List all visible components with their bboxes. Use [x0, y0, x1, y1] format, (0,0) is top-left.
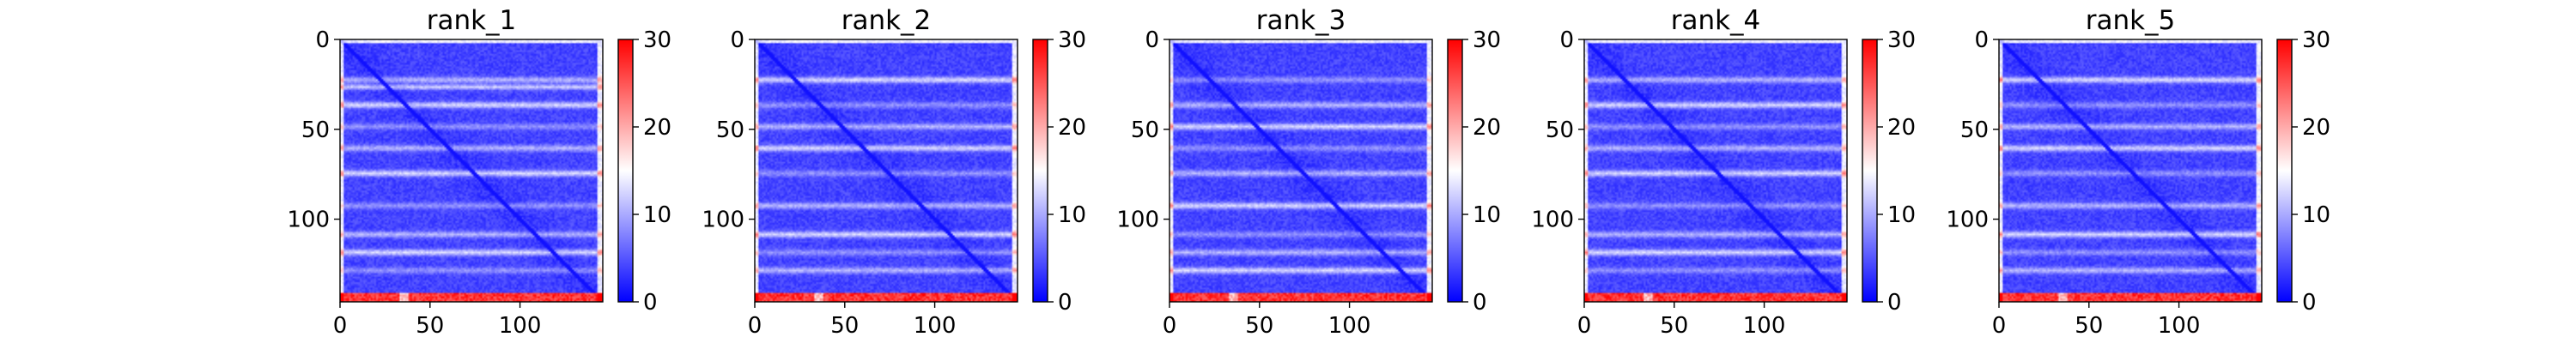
colorbar-tick-label: 30	[1473, 27, 1501, 53]
colorbar-tick-label: 10	[1473, 202, 1501, 228]
axes-frame	[1583, 39, 1848, 303]
y-tick-label: 50	[301, 117, 330, 143]
colorbar-tick-label: 20	[1887, 115, 1916, 141]
y-tick-label: 50	[1131, 117, 1159, 143]
y-tick-label: 50	[1960, 117, 1989, 143]
colorbar-tick-label: 0	[1887, 290, 1902, 316]
heatmap-image	[1999, 39, 2262, 302]
panel-title: rank_4	[1671, 5, 1761, 36]
y-tick-label: 100	[1116, 208, 1159, 233]
axes-frame	[1169, 39, 1433, 303]
colorbar	[618, 39, 633, 302]
colorbar-tick-label: 10	[1058, 202, 1086, 228]
colorbar-tick-label: 20	[1058, 115, 1086, 141]
axes-frame	[339, 39, 604, 303]
colorbar-frame	[1862, 39, 1878, 303]
x-tick-label: 100	[1328, 313, 1371, 339]
heatmap-image	[755, 39, 1018, 302]
heatmap-panel: rank_4 0 50 100 0 50 100 0 10 20 30	[1531, 5, 1916, 339]
colorbar-tick-label: 20	[1473, 115, 1501, 141]
x-tick-label: 100	[2158, 313, 2201, 339]
colorbar-frame	[617, 39, 634, 303]
axes-frame	[1998, 39, 2263, 303]
heatmap-image	[1170, 39, 1432, 302]
colorbar-frame	[1032, 39, 1048, 303]
colorbar-tick-label: 30	[2302, 27, 2330, 53]
colorbar-tick-label: 0	[2302, 290, 2317, 316]
heatmap-panel: rank_3 0 50 100 0 50 100 0 10 20 30	[1116, 5, 1501, 339]
x-tick-label: 100	[1743, 313, 1786, 339]
y-tick-label: 100	[702, 208, 744, 233]
heatmap-image	[1584, 39, 1847, 302]
colorbar-tick-label: 0	[1058, 290, 1072, 316]
panel-title: rank_3	[1256, 5, 1346, 36]
x-tick-label: 0	[333, 313, 348, 339]
y-tick-label: 0	[730, 27, 744, 53]
x-tick-label: 100	[499, 313, 542, 339]
heatmap-panel: rank_2 0 50 100 0 50 100 0 10 20 30	[702, 5, 1086, 339]
panel-title: rank_5	[2086, 5, 2176, 36]
x-tick-label: 0	[1163, 313, 1177, 339]
colorbar	[2277, 39, 2292, 302]
heatmap-panel: rank_5 0 50 100 0 50 100 0 10 20 30	[1946, 5, 2330, 339]
x-tick-label: 50	[416, 313, 444, 339]
colorbar-tick-label: 0	[643, 290, 658, 316]
axes-frame	[754, 39, 1018, 303]
x-tick-label: 50	[830, 313, 859, 339]
colorbar-tick-label: 0	[1473, 290, 1487, 316]
colorbar	[1862, 39, 1877, 302]
colorbar-frame	[1447, 39, 1463, 303]
x-tick-label: 100	[914, 313, 957, 339]
x-tick-label: 50	[1660, 313, 1688, 339]
y-tick-label: 0	[1559, 27, 1574, 53]
colorbar	[1033, 39, 1048, 302]
y-tick-label: 0	[1145, 27, 1159, 53]
x-tick-label: 0	[1992, 313, 2007, 339]
colorbar-frame	[2276, 39, 2293, 303]
heatmap-image	[340, 39, 603, 302]
colorbar	[1448, 39, 1462, 302]
colorbar-tick-label: 20	[2302, 115, 2330, 141]
x-tick-label: 0	[748, 313, 762, 339]
panel-title: rank_1	[427, 5, 517, 36]
colorbar-tick-label: 30	[643, 27, 671, 53]
y-tick-label: 100	[1531, 208, 1574, 233]
y-tick-label: 100	[1946, 208, 1989, 233]
panel-title: rank_2	[841, 5, 932, 36]
y-tick-label: 0	[1974, 27, 1989, 53]
heatmap-panel: rank_1 0 50 100 0 50 100 0 10 20 30	[287, 5, 671, 339]
colorbar-tick-label: 30	[1058, 27, 1086, 53]
x-tick-label: 0	[1577, 313, 1592, 339]
y-tick-label: 50	[716, 117, 744, 143]
colorbar-tick-label: 10	[643, 202, 671, 228]
y-tick-label: 100	[287, 208, 330, 233]
colorbar-tick-label: 10	[1887, 202, 1916, 228]
x-tick-label: 50	[2075, 313, 2103, 339]
colorbar-tick-label: 10	[2302, 202, 2330, 228]
y-tick-label: 0	[315, 27, 330, 53]
colorbar-tick-label: 20	[643, 115, 671, 141]
y-tick-label: 50	[1546, 117, 1574, 143]
x-tick-label: 50	[1245, 313, 1273, 339]
colorbar-tick-label: 30	[1887, 27, 1916, 53]
